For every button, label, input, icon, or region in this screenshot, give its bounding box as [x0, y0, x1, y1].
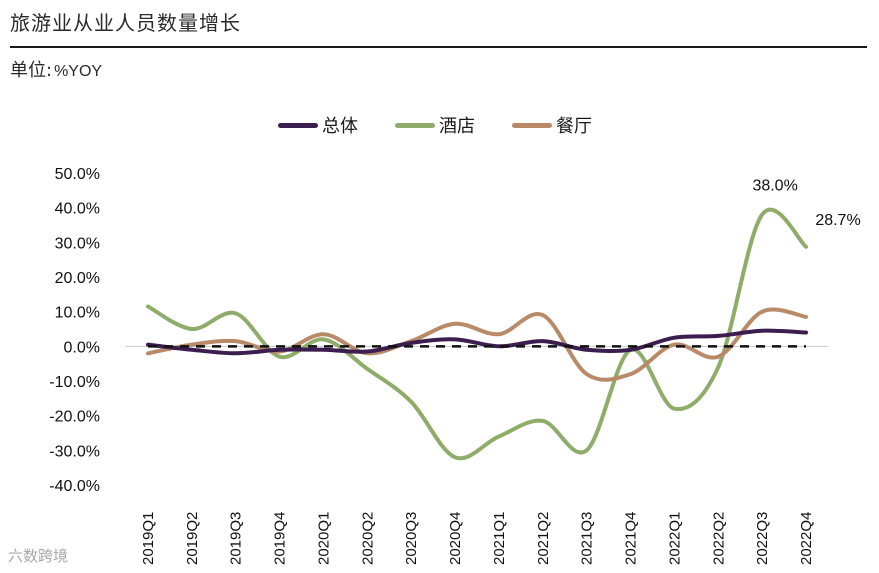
y-tick-label: -30.0%: [49, 443, 100, 460]
y-tick-label: 20.0%: [55, 270, 100, 287]
data-label: 38.0%: [752, 178, 797, 195]
title-divider: [10, 46, 867, 48]
chart-legend: 总体 酒店 餐厅: [0, 112, 879, 138]
x-tick-label: 2021Q2: [535, 512, 552, 565]
x-tick-label: 2019Q2: [184, 512, 201, 565]
legend-label: 总体: [322, 116, 358, 137]
series-line-餐厅: [146, 307, 808, 382]
series-line-总体: [146, 328, 808, 356]
legend-item: 酒店: [395, 112, 475, 138]
chart-title: 旅游业从业人员数量增长: [10, 11, 241, 35]
legend-item: 总体: [278, 112, 358, 138]
x-tick-label: 2022Q4: [798, 512, 815, 565]
x-tick-label: 2022Q1: [666, 512, 683, 565]
y-tick-label: 40.0%: [55, 201, 100, 218]
x-tick-label: 2022Q2: [710, 512, 727, 565]
x-tick-label: 2022Q3: [754, 512, 771, 565]
x-tick-label: 2020Q2: [359, 512, 376, 565]
x-tick-label: 2019Q3: [228, 512, 245, 565]
x-tick-label: 2021Q1: [491, 512, 508, 565]
y-tick-label: -20.0%: [49, 409, 100, 426]
x-tick-label: 2021Q4: [623, 512, 640, 565]
watermark-logo: 六数跨境: [8, 547, 69, 565]
y-tick-label: -10.0%: [49, 374, 100, 391]
series-line-酒店: [146, 207, 808, 461]
y-tick-label: -40.0%: [49, 478, 100, 495]
legend-swatch: [512, 122, 552, 128]
x-tick-label: 2020Q3: [403, 512, 420, 565]
x-tick-label: 2019Q4: [272, 512, 289, 565]
data-label: 28.7%: [815, 212, 860, 229]
legend-swatch: [278, 122, 318, 128]
y-tick-label: 0.0%: [64, 339, 100, 356]
y-tick-label: 30.0%: [55, 235, 100, 252]
x-tick-label: 2020Q4: [447, 512, 464, 565]
legend-item: 餐厅: [512, 112, 592, 138]
legend-label: 餐厅: [556, 116, 592, 137]
x-tick-label: 2020Q1: [315, 512, 332, 565]
x-tick-label: 2019Q1: [140, 512, 157, 565]
unit-value: %YOY: [54, 63, 103, 80]
unit-label: 单位: %YOY: [10, 56, 102, 82]
legend-swatch: [395, 122, 435, 128]
y-tick-label: 10.0%: [55, 305, 100, 322]
x-tick-label: 2021Q3: [579, 512, 596, 565]
y-tick-label: 50.0%: [55, 166, 100, 183]
legend-label: 酒店: [439, 116, 475, 137]
unit-prefix: 单位:: [10, 60, 53, 81]
